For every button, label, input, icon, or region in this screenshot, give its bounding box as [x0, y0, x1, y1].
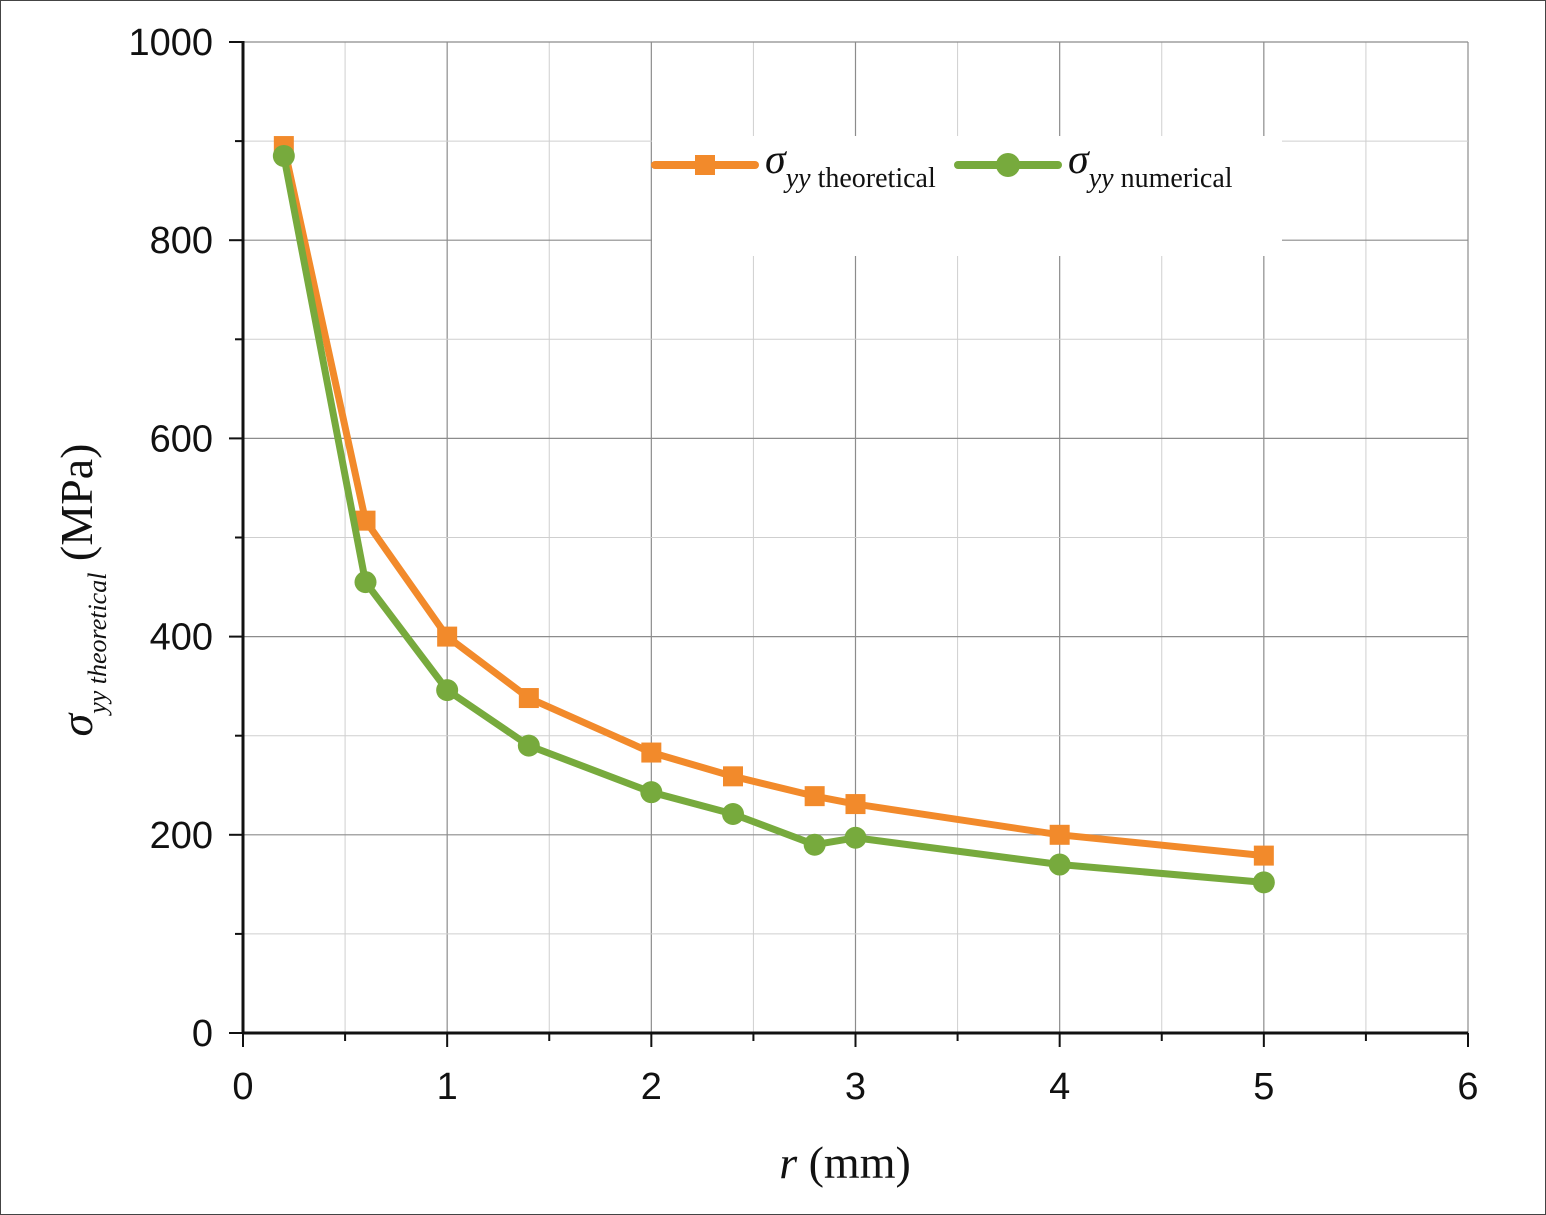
x-axis-title: r (mm): [779, 1137, 911, 1188]
x-tick-label: 3: [845, 1066, 866, 1108]
legend-box: [652, 136, 1282, 256]
data-point-square: [1253, 845, 1274, 866]
data-point-circle: [272, 144, 295, 167]
y-axis-title: σyy theoretical (MPa): [51, 444, 112, 737]
tick-labels: 0 1 2 3 4 5 6 0 200 400 600 800 1000: [128, 22, 1478, 1108]
data-point-square: [641, 742, 662, 763]
legend-marker-circle: [996, 153, 1020, 177]
series-theoretical: [273, 136, 1274, 866]
x-tick-label: 6: [1457, 1066, 1478, 1108]
x-tick-label: 0: [232, 1066, 253, 1108]
data-point-square: [1049, 824, 1070, 845]
data-point-circle: [517, 734, 540, 757]
legend-entry: σyy numerical: [954, 137, 1233, 194]
legend: σyy theoretical σyy numerical: [651, 136, 1282, 256]
data-point-circle: [722, 802, 744, 825]
data-point-square: [723, 766, 743, 787]
data-point-circle: [803, 833, 826, 856]
series-layer: [272, 136, 1275, 894]
legend-label: σyy theoretical: [765, 137, 936, 194]
series-line: [280, 142, 1268, 860]
axes: [229, 41, 1469, 1047]
data-point-square: [845, 794, 866, 815]
data-point-square: [437, 626, 458, 647]
data-point-square: [518, 688, 539, 709]
data-point-square: [804, 786, 825, 807]
y-tick-label: 200: [150, 815, 213, 857]
series-numerical: [272, 144, 1275, 894]
x-tick-label: 4: [1049, 1066, 1070, 1108]
data-point-circle: [1048, 853, 1071, 876]
series-line: [280, 152, 1268, 886]
data-point-circle: [436, 679, 459, 702]
legend-marker-square: [695, 155, 715, 175]
y-tick-label: 800: [150, 220, 213, 262]
legend-label: σyy numerical: [1068, 137, 1233, 194]
data-point-circle: [1252, 871, 1275, 894]
data-point-circle: [640, 781, 663, 804]
x-tick-label: 5: [1253, 1066, 1274, 1108]
data-point-circle: [844, 826, 867, 849]
x-tick-label: 2: [641, 1066, 662, 1108]
y-tick-label: 400: [150, 617, 213, 659]
y-tick-label: 0: [192, 1013, 213, 1055]
x-tick-label: 1: [437, 1066, 458, 1108]
y-tick-label: 600: [150, 418, 213, 460]
data-point-circle: [354, 571, 377, 594]
y-tick-label: 1000: [128, 22, 213, 64]
legend-entry: σyy theoretical: [651, 137, 936, 194]
data-point-square: [355, 510, 376, 531]
